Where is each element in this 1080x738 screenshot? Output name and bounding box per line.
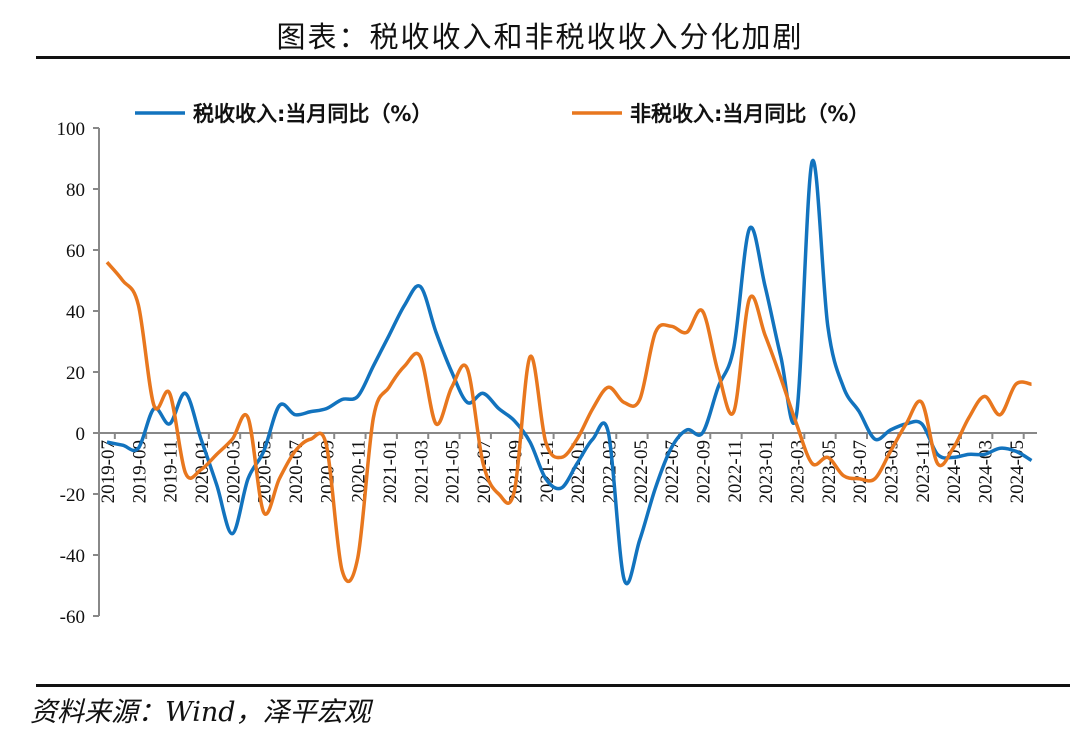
x-tick-label: 2019-09 [129, 440, 150, 503]
y-tick-label: 80 [66, 180, 85, 201]
x-tick-label: 2023-01 [756, 440, 777, 503]
series-line-tax [106, 158, 1033, 586]
y-tick-label: 100 [57, 119, 86, 140]
y-tick-label: -20 [60, 485, 85, 506]
x-tick-label: 2024-01 [944, 440, 965, 503]
x-tick-label: 2023-07 [850, 440, 871, 503]
x-tick-label: 2021-05 [443, 440, 464, 503]
y-tick-label: 60 [66, 241, 85, 262]
title-rule [36, 56, 1070, 59]
x-tick-label: 2022-11 [725, 440, 746, 503]
x-tick-label: 2022-01 [568, 440, 589, 503]
y-tick-label: 40 [66, 302, 85, 323]
x-tick-label: 2022-09 [693, 440, 714, 503]
x-tick-label: 2023-05 [819, 440, 840, 503]
x-tick-label: 2021-01 [380, 440, 401, 503]
y-tick-label: 0 [76, 424, 86, 445]
y-tick-label: -40 [60, 546, 85, 567]
x-tick-label: 2023-11 [913, 440, 934, 503]
source-note: 资料来源：Wind，泽平宏观 [30, 697, 371, 728]
x-tick-label: 2020-01 [192, 440, 213, 503]
x-tick-label: 2019-07 [98, 440, 119, 503]
y-tick-label: 20 [66, 363, 85, 384]
legend-label: 非税收入:当月同比（%） [630, 102, 869, 126]
series-line-nontax [105, 261, 1032, 584]
x-tick-label: 2020-03 [223, 440, 244, 503]
x-tick-label: 2022-05 [631, 440, 652, 503]
y-tick-label: -60 [60, 607, 85, 628]
legend-label: 税收收入:当月同比（%） [193, 102, 432, 126]
chart-title: 图表：税收收入和非税收收入分化加剧 [276, 20, 804, 54]
x-tick-label: 2023-03 [787, 440, 808, 503]
x-tick-label: 2021-03 [411, 440, 432, 503]
x-tick-label: 2022-07 [662, 440, 683, 503]
x-tick-label: 2019-11 [161, 440, 182, 503]
source-rule [36, 684, 1070, 687]
